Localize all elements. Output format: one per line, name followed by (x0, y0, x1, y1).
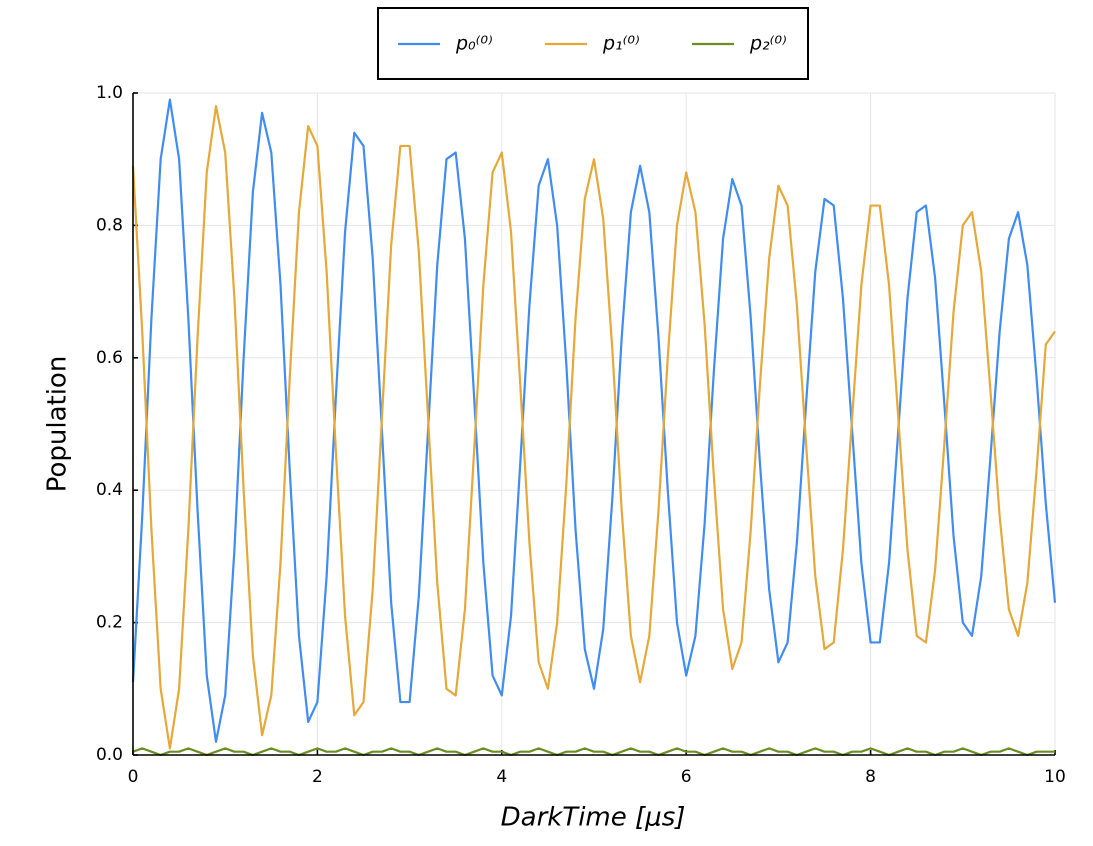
legend-label: p₁⁽⁰⁾ (602, 33, 640, 55)
x-tick-label: 6 (681, 767, 692, 787)
y-tick-label: 0.6 (96, 348, 123, 368)
x-tick-label: 8 (865, 767, 876, 787)
legend-label: p₀⁽⁰⁾ (455, 33, 493, 55)
legend-label: p₂⁽⁰⁾ (749, 33, 787, 55)
y-tick-label: 0.8 (96, 215, 123, 235)
x-tick-label: 2 (312, 767, 323, 787)
x-axis-label: DarkTime [μs] (501, 803, 686, 833)
series-line (131, 98, 1057, 743)
x-tick-label: 0 (128, 767, 139, 787)
y-tick-label: 0.2 (96, 613, 123, 633)
y-tick-label: 0.0 (96, 745, 123, 765)
y-axis-label: Population (43, 356, 73, 493)
series-line (131, 105, 1056, 750)
x-tick-label: 10 (1044, 767, 1066, 787)
y-tick-label: 1.0 (96, 83, 123, 103)
y-tick-label: 0.4 (96, 480, 123, 500)
legend-box (377, 7, 809, 80)
series-line (132, 747, 1055, 757)
x-tick-label: 4 (496, 767, 507, 787)
